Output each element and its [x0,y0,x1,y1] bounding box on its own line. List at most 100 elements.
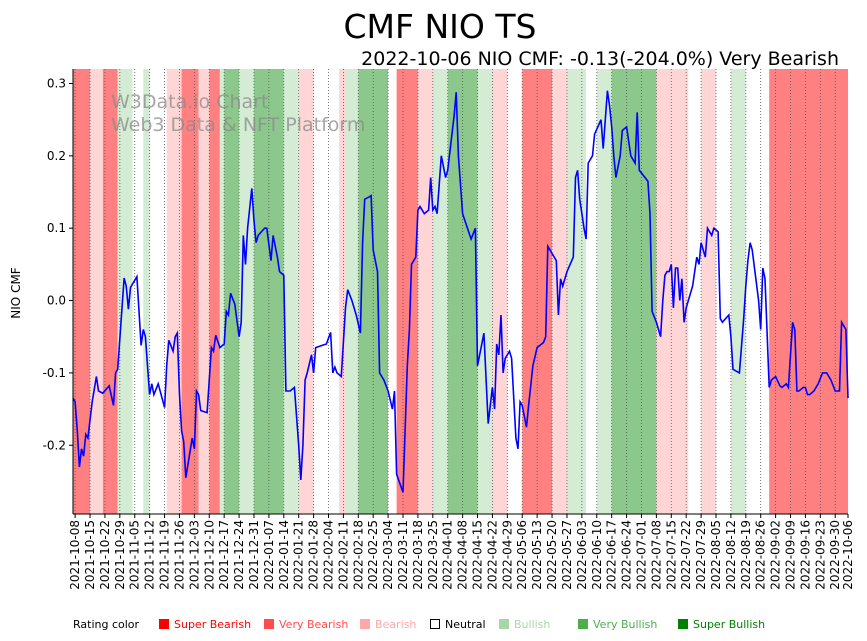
legend-swatch-4 [499,619,509,629]
series-line-0 [72,90,849,493]
legend-item-3: Neutral [430,618,486,631]
watermark-line-2: Web3 Data & NFT Platform [111,114,365,136]
rating-band-31 [566,69,587,514]
x-tick-label-37: 2022-06-24 [620,520,634,590]
x-tick-label-8: 2021-12-03 [187,520,201,590]
rating-legend: Rating color Super Bearish Very Bearish Bea… [73,618,765,631]
watermark: W3Data.io Chart Web3 Data & NFT Platform [111,91,365,136]
x-tick-label-24: 2022-03-25 [426,520,440,590]
rating-band-13 [239,69,254,514]
legend-label-3: Neutral [445,618,486,631]
legend-swatch-1 [264,619,274,629]
x-tick-label-50: 2022-09-23 [813,520,827,590]
rating-band-33 [596,69,612,514]
legend-label-5: Very Bullish [593,618,657,631]
rating-band-22 [396,69,418,514]
rating-band-28 [507,69,523,514]
x-tick-label-44: 2022-08-12 [724,520,738,590]
rating-band-3 [117,69,133,514]
rating-band-16 [298,69,314,514]
rating-band-5 [143,69,150,514]
x-tick-label-40: 2022-07-15 [664,520,678,590]
legend-swatch-3 [430,619,440,629]
rating-band-42 [769,69,806,514]
rating-band-26 [477,69,493,514]
x-tick-label-14: 2022-01-14 [277,520,291,590]
x-tick-label-52: 2022-10-06 [841,520,855,590]
x-tick-label-21: 2022-03-04 [381,520,395,590]
x-tick-label-28: 2022-04-22 [485,520,499,590]
legend-swatch-6 [678,619,688,629]
rating-band-32 [586,69,597,514]
x-tick-label-31: 2022-05-13 [530,520,544,590]
legend-item-5: Very Bullish [578,618,657,631]
legend-swatch-5 [578,619,588,629]
legend-title: Rating color [73,618,140,631]
rating-band-34 [611,69,657,514]
series-layer [72,90,849,493]
x-tick-label-34: 2022-06-03 [575,520,589,590]
x-tick-label-36: 2022-06-17 [605,520,619,590]
x-tick-label-2: 2021-10-22 [98,520,112,590]
chart-subtitle: 2022-10-06 NIO CMF: -0.13(-204.0%) Very … [361,48,839,70]
rating-band-6 [149,69,167,514]
y-tick-label-2: 0.0 [47,294,66,308]
x-tick-label-20: 2022-02-25 [366,520,380,590]
x-tick-label-43: 2022-08-05 [709,520,723,590]
x-tick-label-6: 2021-11-19 [158,520,172,590]
x-tick-label-32: 2022-05-20 [545,520,559,590]
rating-band-1 [90,69,103,514]
rating-band-40 [730,69,746,514]
legend-item-0: Super Bearish [159,618,251,631]
x-tick-label-29: 2022-04-29 [500,520,514,590]
x-tick-label-17: 2022-02-04 [321,520,335,590]
x-tick-label-39: 2022-07-08 [649,520,663,590]
rating-band-27 [492,69,508,514]
y-tick-label-5: 0.3 [47,76,66,90]
legend-item-2: Bearish [360,618,416,631]
rating-band-19 [345,69,359,514]
legend-label-6: Super Bullish [693,618,765,631]
x-tick-label-13: 2022-01-07 [262,520,276,590]
x-tick-label-41: 2022-07-22 [679,520,693,590]
x-tick-label-33: 2022-05-27 [560,520,574,590]
x-tick-label-12: 2021-12-31 [247,520,261,590]
rating-band-10 [209,69,220,514]
y-axis-label: NIO CMF [9,267,23,319]
x-tick-label-49: 2022-09-16 [798,520,812,590]
x-tick-label-5: 2021-11-12 [143,520,157,590]
x-tick-label-35: 2022-06-10 [590,520,604,590]
x-tick-label-23: 2022-03-18 [411,520,425,590]
x-tick-label-22: 2022-03-11 [396,520,410,590]
x-tick-label-25: 2022-04-01 [441,520,455,590]
rating-band-9 [198,69,210,514]
x-tick-label-19: 2022-02-18 [351,520,365,590]
legend-item-4: Bullish [499,618,550,631]
rating-band-12 [224,69,240,514]
y-tick-label-4: 0.2 [47,149,66,163]
x-tick-label-9: 2021-12-10 [202,520,216,590]
x-tick-label-11: 2021-12-24 [232,520,246,590]
legend-label-1: Very Bearish [279,618,348,631]
rating-band-7 [166,69,182,514]
x-tick-label-46: 2022-08-26 [754,520,768,590]
x-tick-label-7: 2021-11-26 [172,520,186,590]
rating-band-39 [715,69,731,514]
chart-title: CMF NIO TS [344,7,537,46]
x-tick-label-10: 2021-12-17 [217,520,231,590]
x-tick-label-3: 2021-10-29 [113,520,127,590]
legend-swatch-0 [159,619,169,629]
x-tick-label-0: 2021-10-08 [68,520,82,590]
legend-label-0: Super Bearish [174,618,251,631]
rating-band-18 [339,69,346,514]
rating-band-0 [73,69,91,514]
x-tick-label-26: 2022-04-08 [456,520,470,590]
legend-item-1: Very Bearish [264,618,348,631]
rating-band-17 [313,69,340,514]
x-tick-label-18: 2022-02-11 [336,520,350,590]
week-gridlines [74,69,836,514]
rating-band-21 [388,69,397,514]
x-tick-label-38: 2022-07-01 [634,520,648,590]
y-tick-label-3: 0.1 [47,221,66,235]
x-tick-label-15: 2022-01-21 [292,520,306,590]
